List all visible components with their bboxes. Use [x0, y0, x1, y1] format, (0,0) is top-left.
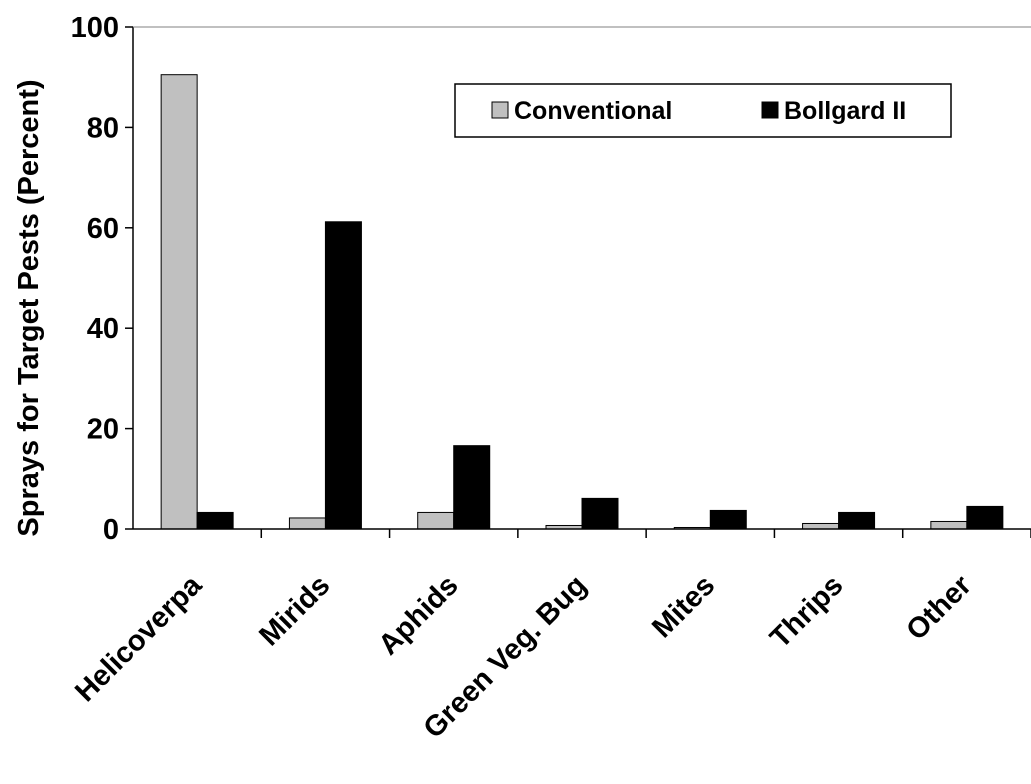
bar-conventional [288, 517, 326, 530]
x-category-label: Thrips [764, 569, 849, 654]
y-axis-label: Sprays for Target Pests (Percent) [13, 79, 45, 536]
bar-conventional [417, 511, 455, 530]
bar-bollgard-ii [453, 445, 491, 530]
x-category-label: Other [900, 569, 977, 646]
legend-label: Conventional [514, 97, 672, 125]
legend-box [454, 83, 952, 138]
bars-layer [160, 74, 1004, 530]
bar-conventional [160, 74, 198, 530]
x-category-label: Aphids [373, 569, 465, 661]
y-ticks: 0 20 40 60 80 100 [71, 12, 133, 546]
y-tick-label: 80 [87, 112, 119, 144]
bar-bollgard-ii [196, 511, 234, 530]
bar-bollgard-ii [709, 509, 747, 530]
bar-bollgard-ii [838, 511, 876, 530]
y-tick-label: 0 [103, 514, 119, 546]
y-tick-label: 60 [87, 213, 119, 245]
y-tick-label: 20 [87, 414, 119, 446]
bar-bollgard-ii [966, 505, 1004, 530]
legend-swatch [761, 101, 779, 119]
legend-swatch [491, 101, 509, 119]
axes-layer [132, 26, 1031, 530]
x-category-label: Helicoverpa [69, 569, 209, 709]
bar-bollgard-ii [581, 497, 619, 530]
x-category-label: Mirids [253, 569, 336, 652]
bar-conventional [930, 520, 968, 530]
y-tick-label: 100 [71, 12, 119, 44]
bar-conventional [802, 522, 840, 530]
y-tick-label: 40 [87, 313, 119, 345]
legend-label: Bollgard II [784, 97, 906, 125]
legend: Conventional Bollgard II [454, 83, 952, 138]
bar-bollgard-ii [324, 221, 362, 530]
legend-items: Conventional Bollgard II [491, 97, 906, 125]
x-category-label: Mites [646, 569, 721, 644]
